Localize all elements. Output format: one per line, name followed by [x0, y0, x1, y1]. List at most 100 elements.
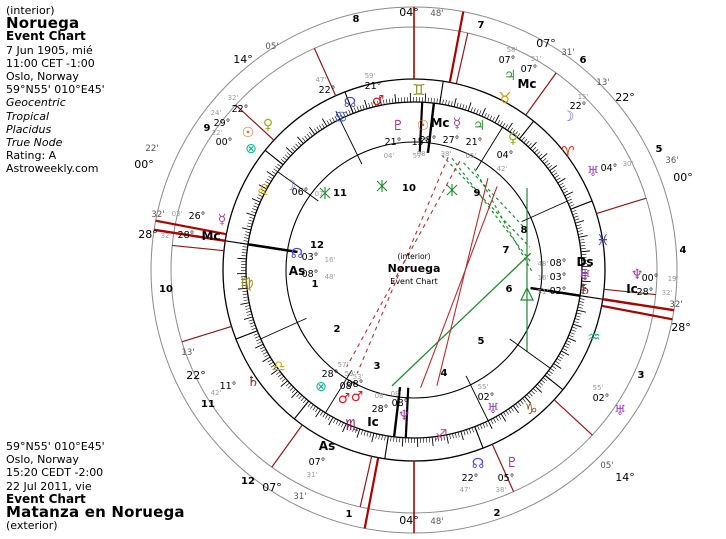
inner-house-number-1: 1 — [312, 279, 319, 290]
outer-planet-degree-sun: 29° — [214, 118, 231, 129]
outer-planet-mars: ♂21°59' — [365, 72, 385, 109]
inner-planet-minute-ic: 08' — [375, 392, 386, 400]
inner-planet-minute-neptune: 08' — [391, 390, 402, 398]
outer-planet-saturn: ♄ 11°42' — [211, 374, 260, 397]
outer-planet-glyph-uranus2: ♅ — [614, 403, 627, 419]
inner-planet-minute-mc: 08' — [417, 150, 428, 158]
inner-planet-glyph-as: As — [289, 264, 305, 278]
inner-house-number-8: 8 — [521, 225, 528, 236]
inner-planet-minute-moon: 07' — [315, 190, 326, 198]
inner-planet-glyph-saturn: ♄ — [579, 282, 592, 298]
outer-cusp-degree-12: 07° — [262, 481, 282, 494]
inner-planet-glyph-ds: Ds — [576, 255, 593, 269]
outer-planet-degree-as: 07° — [309, 457, 326, 468]
outer-cusp-minute-7: 48' — [430, 9, 443, 19]
outer-planet-minute-pluto: 38' — [496, 486, 507, 494]
outer-house-number-11: 11 — [201, 399, 215, 410]
inner-planet-glyph-mercury: ☿ — [453, 116, 462, 132]
outer-planet-degree-mc2: 28° — [178, 230, 195, 241]
inner-planet-minute-ds: 48' — [538, 260, 549, 268]
header-system-zodiac: Tropical — [6, 109, 50, 123]
outer-planet-uranus2: ♅ 02°55' — [593, 384, 627, 419]
outer-house-number-1: 1 — [346, 509, 353, 520]
footer-scope: (exterior) — [6, 519, 58, 533]
inner-house-number-5: 5 — [478, 336, 485, 347]
outer-planet-minute-uranus2: 55' — [593, 384, 604, 392]
outer-cusp-degree-11: 22° — [186, 369, 206, 382]
inner-planet-glyph-uranus: ♅ — [579, 268, 592, 284]
inner-planet-mars: ♂08°59' — [345, 370, 364, 405]
outer-house-number-9: 9 — [204, 123, 211, 134]
footer-kind: Event Chart — [6, 491, 86, 506]
inner-planet-glyph-uranus2: ♅ — [487, 401, 500, 417]
inner-planet-degree-moon: 06° — [292, 187, 309, 198]
outer-planet-venus: ♀ 22° 32' — [228, 94, 274, 133]
outer-planet-degree-node: 22° — [319, 85, 336, 96]
outer-planet-glyph-mc: Mc — [517, 77, 536, 91]
outer-cusp-degree-3: 28° — [671, 321, 691, 334]
outer-cusp-degree-1: 04° — [399, 514, 419, 527]
inner-planet-ds: Ds 08°48' — [538, 255, 594, 269]
header-system-node: True Node — [6, 136, 63, 150]
outer-planet-mc2: Mc 28° 32' — [161, 229, 221, 243]
header-block: (interior) Noruega Event Chart 7 Jun 190… — [6, 4, 105, 176]
outer-house-number-8: 8 — [353, 14, 360, 25]
outer-planet-minute-mars: 59' — [365, 72, 376, 80]
sign-glyph-libra: ♎ — [272, 357, 285, 375]
footer-date: 22 Jul 2011, vie — [6, 479, 92, 493]
header-coords: 59°N55' 010°E45' — [6, 83, 105, 97]
outer-cusp-degrees: 04° 48'07°31'22°13'00°36'28°32'14°05'04° 4… — [134, 6, 693, 527]
outer-planet-degree-uranus2: 02° — [593, 393, 610, 404]
inner-planet-minute-pluto: 04' — [384, 152, 395, 160]
outer-planet-degree-fortune2: 28° — [322, 369, 339, 380]
outer-planet-minute-jupiter: 58' — [507, 46, 518, 54]
outer-cusp-minute-3: 32' — [669, 300, 682, 310]
inner-planet-glyph-mars: ♂ — [351, 389, 364, 405]
inner-planet-minute-node: 16' — [325, 256, 336, 264]
header-kind: Event Chart — [6, 29, 86, 44]
inner-planet-minute-saturn: 51' — [538, 288, 549, 296]
outer-planet-uranus: ♅ 04° 30' — [587, 160, 634, 180]
sign-glyph-capricorn: ♑ — [524, 400, 537, 418]
outer-planet-glyph-uranus: ♅ — [587, 164, 600, 180]
outer-planet-minute-node2: 47' — [460, 486, 471, 494]
inner-planet-glyph-venus: ♀ — [508, 131, 518, 147]
inner-planet-glyph-jupiter: ♃ — [473, 118, 486, 134]
outer-planet-glyph-ic: Ic — [626, 282, 638, 296]
outer-planet-glyph-mars: ♂ — [372, 93, 385, 109]
sign-glyph-gemini: ♊ — [412, 81, 425, 99]
outer-planet-glyph-as: As — [319, 439, 335, 453]
footer-name: Matanza en Noruega — [6, 503, 185, 522]
outer-cusp-minute-5: 13' — [596, 78, 609, 88]
outer-planet-glyph-sun: ☉ — [242, 125, 255, 141]
inner-planet-mc: Mc 28° 08' — [417, 116, 450, 158]
outer-planet-glyph-jupiter: ♃ — [504, 68, 517, 84]
outer-planet-degree-moon: 22° — [570, 101, 587, 112]
inner-planet-saturn: ♄ 02°51' — [538, 282, 592, 298]
outer-planet-glyph-pluto: ♇ — [506, 455, 519, 471]
inner-planet-degree-pluto: 21° — [385, 137, 402, 148]
outer-chart-planets: ♀22°32'☉29°24'⊗00°22'☊22°47'♂21°59' ♃07°5… — [161, 46, 679, 494]
outer-house-number-6: 6 — [580, 55, 587, 66]
outer-planet-minute-sun: 24' — [211, 109, 222, 117]
outer-planet-degree-node2: 22° — [462, 473, 479, 484]
inner-house-number-7: 7 — [503, 245, 510, 256]
inner-planet-degree-venus: 04° — [497, 150, 514, 161]
outer-planet-fortune: ⊗ 00°22' — [212, 129, 257, 157]
header-name: Noruega — [6, 14, 80, 33]
outer-house-number-2: 2 — [494, 508, 501, 519]
inner-planet-uranus2: ♅02°55' — [478, 383, 500, 417]
inner-planet-minute-as: 48' — [325, 273, 336, 281]
outer-planet-as: As 07° 31' — [307, 439, 336, 479]
outer-planet-glyph-venus: ♀ — [263, 117, 273, 133]
outer-planet-minute-uranus: 30' — [623, 160, 634, 168]
house-cusp-lines — [153, 7, 675, 533]
outer-planet-degree-mars2: 08° — [340, 381, 357, 392]
outer-planet-mercury: ☿ 26° 03' — [172, 210, 227, 228]
inner-planet-glyph-moon: ☽ — [284, 178, 297, 194]
inner-planet-minute-mars: 59' — [345, 370, 356, 378]
outer-planet-glyph-saturn: ♄ — [247, 374, 260, 390]
inner-planet-degree-mc: 28° — [420, 135, 437, 146]
